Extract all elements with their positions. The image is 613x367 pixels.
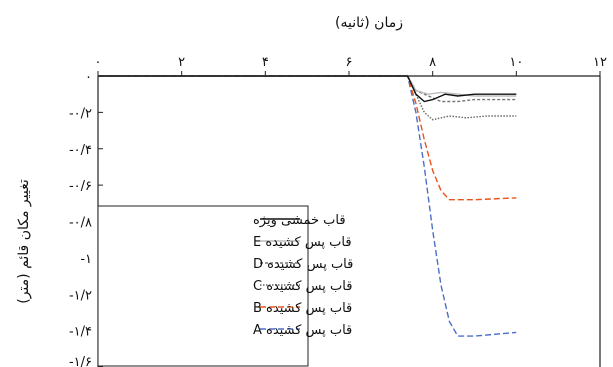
legend: قاب خمشی ویژه قاب پس کشیده E قاب پس کشیده … [97, 205, 353, 367]
series-line [98, 75, 517, 103]
legend-label: قاب پس کشیده A [253, 323, 352, 338]
legend-box [97, 205, 309, 367]
y-tick-label: -۰/۸ [69, 216, 92, 231]
y-tick-label: -۰/۴ [69, 143, 92, 158]
legend-label: قاب پس کشیده B [253, 301, 352, 316]
y-tick-label: -۰/۶ [69, 179, 92, 194]
y-tick-label: -۱/۶ [69, 355, 92, 367]
x-tick-label: ۶ [346, 55, 353, 70]
series-line [98, 75, 517, 121]
legend-label: قاب پس کشیده D [253, 257, 353, 272]
x-tick-label: ۱۰ [509, 55, 523, 70]
y-tick-label: -۱ [80, 252, 92, 267]
series-line [98, 75, 517, 97]
y-tick-label: -۱/۲ [69, 288, 92, 303]
y-tick-label: ۰ [85, 70, 92, 85]
series-line [98, 75, 517, 337]
legend-label: قاب پس کشیده E [253, 235, 352, 250]
series-layer [98, 75, 517, 337]
axes: ۰ ۲ ۴ ۶ ۸ ۱۰ ۱۲ ۰ -۰/۲ -۰/۴ -۰/۶ -۰/۸ -۱ -۱/۲ -۱/۴ -۱/۶ [69, 55, 607, 367]
legend-label: قاب خمشی ویژه [253, 213, 346, 228]
x-tick-label: ۲ [178, 55, 185, 70]
series-line [98, 75, 517, 201]
y-axis-title: تغییر مکان قائم (متر) [16, 179, 32, 304]
x-tick-label: ۰ [95, 55, 102, 70]
legend-label: قاب پس کشیده C [253, 279, 352, 294]
y-tick-label: -۰/۲ [69, 106, 92, 121]
x-tick-label: ۸ [429, 55, 436, 70]
series-line [98, 75, 517, 103]
x-tick-label: ۴ [262, 55, 269, 70]
x-tick-label: ۱۲ [593, 55, 607, 70]
x-axis-title: زمان (ثانیه) [335, 15, 403, 31]
y-tick-label: -۱/۴ [69, 325, 92, 340]
